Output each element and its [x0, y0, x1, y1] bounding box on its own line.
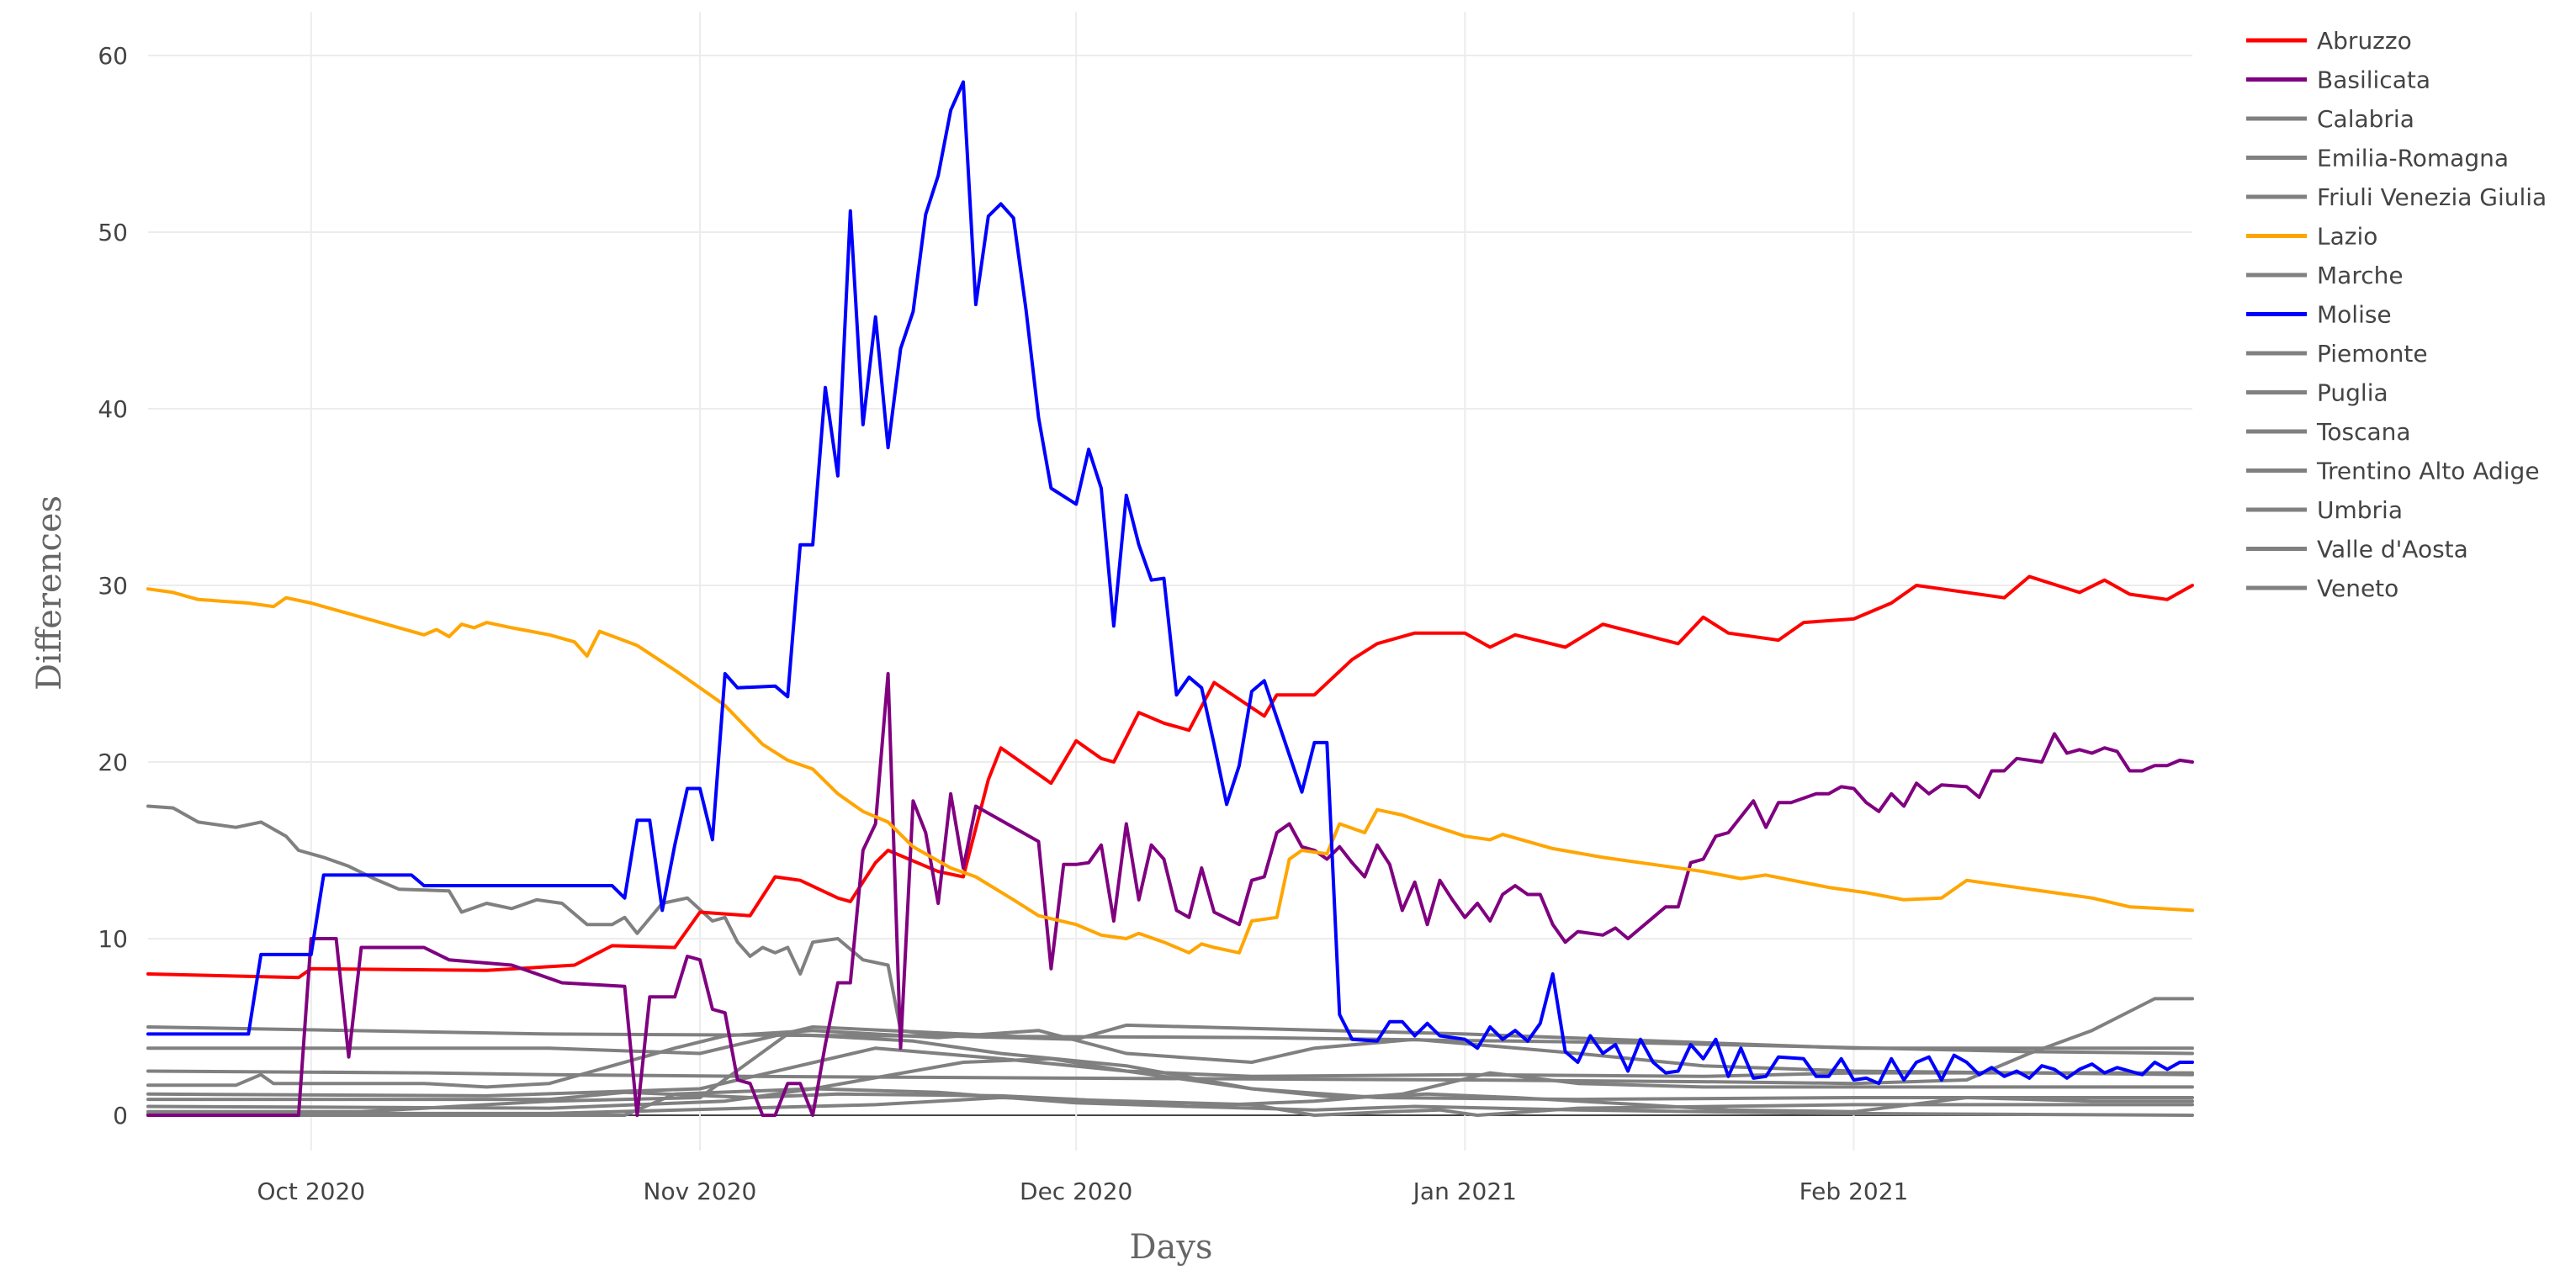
series-line-marche: [146, 997, 2194, 1086]
x-tick-label: Jan 2021: [1412, 1178, 1517, 1205]
legend-item-toscana[interactable]: Toscana: [2246, 418, 2411, 446]
legend-label: Abruzzo: [2317, 27, 2412, 55]
legend-item-friuli-venezia-giulia[interactable]: Friuli Venezia Giulia: [2246, 183, 2547, 211]
legend-label: Valle d'Aosta: [2317, 536, 2468, 564]
legend-label: Toscana: [2316, 418, 2411, 446]
legend-label: Trentino Alto Adige: [2316, 458, 2540, 485]
series-line-calabria: [146, 804, 1079, 1041]
legend-item-trentino-alto-adige[interactable]: Trentino Alto Adige: [2246, 458, 2540, 485]
series-lines: [146, 80, 2194, 1117]
x-tick-label: Nov 2020: [644, 1178, 757, 1205]
x-tick-label: Dec 2020: [1020, 1178, 1132, 1205]
legend[interactable]: Abruzzo Basilicata Calabria Emilia-Romagna F…: [2246, 27, 2547, 602]
legend-label: Puglia: [2317, 379, 2388, 407]
y-tick-label: 30: [98, 572, 128, 600]
legend-label: Calabria: [2317, 105, 2414, 133]
legend-item-umbria[interactable]: Umbria: [2246, 496, 2403, 524]
legend-label: Veneto: [2317, 574, 2398, 602]
x-tick-label: Oct 2020: [257, 1178, 366, 1205]
y-axis-title: Differences: [30, 495, 69, 691]
gridlines: [148, 12, 2192, 1151]
series-line-friuli-venezia-giulia: [146, 1023, 2194, 1056]
y-tick-label: 40: [98, 395, 128, 423]
legend-item-calabria[interactable]: Calabria: [2246, 105, 2414, 133]
y-tick-label: 10: [98, 925, 128, 953]
y-axis-ticks: 0 10 20 30 40 50 60: [98, 42, 128, 1130]
legend-label: Molise: [2317, 301, 2392, 329]
legend-label: Piemonte: [2317, 340, 2428, 368]
series-line-basilicata: [146, 672, 2194, 1117]
legend-label: Umbria: [2317, 496, 2403, 524]
series-line-molise: [146, 80, 2194, 1086]
legend-label: Basilicata: [2317, 66, 2430, 94]
legend-item-puglia[interactable]: Puglia: [2246, 379, 2388, 407]
series-line-lazio: [146, 587, 2194, 955]
legend-item-lazio[interactable]: Lazio: [2246, 223, 2377, 251]
y-tick-label: 20: [98, 749, 128, 776]
y-tick-label: 50: [98, 219, 128, 246]
series-line-toscana: [146, 1032, 2194, 1114]
series-line-piemonte: [146, 1029, 2194, 1089]
series-line-abruzzo: [146, 574, 2194, 980]
legend-item-piemonte[interactable]: Piemonte: [2246, 340, 2428, 368]
legend-item-valle-d-aosta[interactable]: Valle d'Aosta: [2246, 536, 2468, 564]
x-axis-title: Days: [1129, 1228, 1212, 1267]
legend-item-molise[interactable]: Molise: [2246, 301, 2392, 329]
y-tick-label: 0: [113, 1102, 128, 1130]
series-line-veneto: [146, 1096, 2194, 1117]
y-tick-label: 60: [98, 42, 128, 70]
legend-label: Marche: [2317, 262, 2404, 289]
legend-item-basilicata[interactable]: Basilicata: [2246, 66, 2430, 94]
x-tick-label: Feb 2021: [1799, 1178, 1909, 1205]
legend-item-emilia-romagna[interactable]: Emilia-Romagna: [2246, 145, 2509, 172]
legend-label: Lazio: [2317, 223, 2377, 251]
legend-item-abruzzo[interactable]: Abruzzo: [2246, 27, 2412, 55]
legend-item-marche[interactable]: Marche: [2246, 262, 2404, 289]
x-axis-ticks: Oct 2020 Nov 2020 Dec 2020 Jan 2021 Feb 2021: [257, 1178, 1909, 1205]
legend-label: Emilia-Romagna: [2317, 145, 2509, 172]
legend-label: Friuli Venezia Giulia: [2317, 183, 2547, 211]
legend-item-veneto[interactable]: Veneto: [2246, 574, 2398, 602]
